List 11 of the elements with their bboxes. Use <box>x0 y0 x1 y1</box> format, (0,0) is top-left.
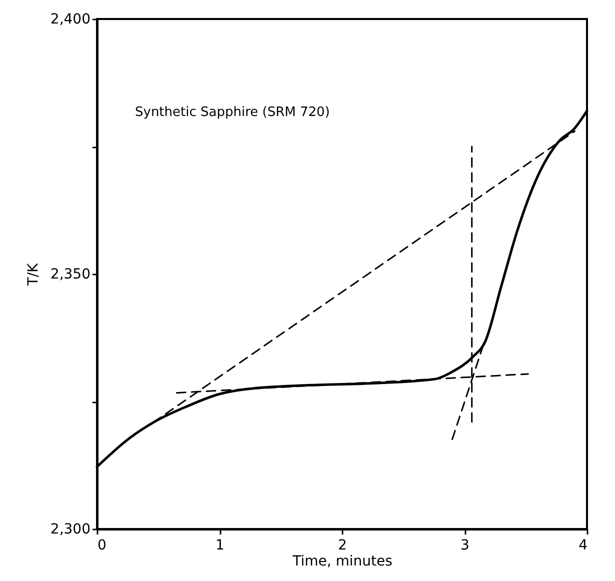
x-tick-label: 2 <box>338 538 347 554</box>
y-tick-label: 2,350 <box>50 266 90 282</box>
y-tick-label: 2,300 <box>50 522 90 538</box>
x-tick-label: 4 <box>578 538 588 554</box>
annotation: Synthetic Sapphire (SRM 720) <box>135 105 330 120</box>
x-tick-label: 1 <box>216 538 224 554</box>
x-tick-label: 3 <box>460 538 470 554</box>
x-tick-label: 0 <box>98 538 106 554</box>
x-axis-title: Time, minutes <box>292 554 392 570</box>
y-axis-title: T/K <box>25 262 42 287</box>
y-tick-label: 2,400 <box>50 12 90 28</box>
